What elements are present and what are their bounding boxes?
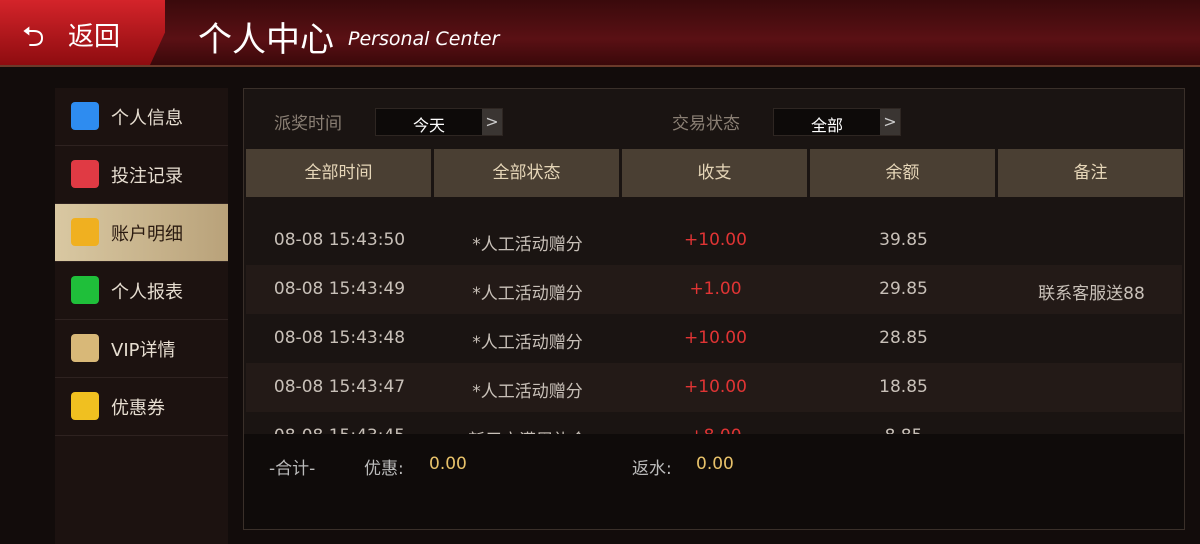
filter-dropdown[interactable]: 全部 >: [773, 108, 901, 136]
table-row: 08-08 15:43:47 *人工活动赠分 +10.00 18.85: [246, 363, 1182, 412]
sidebar-item[interactable]: 个人信息: [55, 88, 228, 146]
sidebar-item[interactable]: VIP详情: [55, 320, 228, 378]
cell-time: 08-08 15:43:47: [273, 377, 406, 397]
sidebar-icon: [71, 334, 99, 362]
page-subtitle: Personal Center: [348, 28, 500, 50]
sidebar-item[interactable]: 投注记录: [55, 146, 228, 204]
dropdown-arrow: >: [482, 109, 502, 135]
sidebar-icon: [71, 218, 99, 246]
discount-label: 优惠:: [364, 459, 404, 479]
sidebar-label: 个人报表: [111, 282, 183, 303]
header: [0, 0, 1200, 67]
cell-time: 08-08 15:43:48: [273, 328, 406, 348]
filter-value: 今天: [412, 116, 445, 135]
filter-value: 全部: [810, 116, 843, 135]
back-button[interactable]: [0, 0, 165, 65]
sidebar-label: 个人信息: [111, 108, 183, 129]
cell-balance: 28.85: [879, 328, 928, 348]
table-row: 08-08 15:43:45新用户满周礼金+8.008.85: [246, 412, 1182, 434]
content-panel: 派奖时间 今天 > 交易状态 全部 > 全部时间 全部状态 收支 余额 备注 08-08 15:4…: [243, 88, 1185, 530]
sidebar-icon: [71, 276, 99, 304]
sidebar-label: VIP详情: [111, 340, 176, 361]
cell-status: *人工活动赠分: [472, 284, 583, 304]
column-header[interactable]: 收支: [622, 149, 807, 197]
cell-time: 08-08 15:43:49: [273, 279, 406, 299]
cell-amount: +10.00: [684, 230, 747, 250]
sidebar-icon: [71, 102, 99, 130]
rebate-label: 返水:: [632, 459, 672, 479]
cell-amount: +10.00: [684, 377, 747, 397]
cell-balance: 8.85: [810, 426, 997, 434]
cell-time: 08-08 15:43:50: [273, 230, 406, 250]
rebate-value: 0.00: [696, 454, 734, 474]
sidebar-label: 优惠券: [111, 398, 165, 419]
back-label[interactable]: 返回: [68, 22, 121, 52]
cell-time: 08-08 15:43:45: [246, 426, 433, 434]
sidebar-item[interactable]: 账户明细: [55, 204, 228, 262]
cell-balance: 18.85: [879, 377, 928, 397]
column-header[interactable]: 全部状态: [434, 149, 619, 197]
back-icon: ⮌: [22, 20, 45, 53]
cell-status: *人工活动赠分: [472, 333, 583, 353]
table-row: 08-08 15:43:50 *人工活动赠分 +10.00 39.85: [246, 216, 1182, 265]
dropdown-arrow: >: [880, 109, 900, 135]
sidebar-item[interactable]: 优惠券: [55, 378, 228, 436]
cell-status: *人工活动赠分: [472, 382, 583, 402]
filter-dropdown[interactable]: 今天 >: [375, 108, 503, 136]
sidebar-label: 投注记录: [111, 166, 183, 187]
table-row: 08-08 15:43:48 *人工活动赠分 +10.00 28.85: [246, 314, 1182, 363]
page-title: 个人中心: [198, 20, 334, 60]
cell-balance: 29.85: [879, 279, 928, 299]
sidebar-icon: [71, 392, 99, 420]
table-body: 08-08 15:43:50 *人工活动赠分 +10.00 39.85 08-08 15…: [246, 213, 1182, 434]
cell-balance: 39.85: [879, 230, 928, 250]
summary: -合计- 优惠: 0.00 返水: 0.00: [244, 434, 1184, 529]
cell-status: 新用户满周礼金: [434, 426, 621, 434]
cell-amount: +10.00: [684, 328, 747, 348]
total-label: -合计-: [269, 459, 316, 479]
column-header[interactable]: 全部时间: [246, 149, 431, 197]
filter-label: 交易状态: [672, 114, 740, 134]
sidebar-icon: [71, 160, 99, 188]
table-row: 08-08 15:43:49 *人工活动赠分 +1.00 29.85 联系客服送88: [246, 265, 1182, 314]
filter-label: 派奖时间: [274, 114, 342, 134]
cell-status: *人工活动赠分: [472, 235, 583, 255]
column-header[interactable]: 备注: [998, 149, 1183, 197]
cell-note: 联系客服送88: [1038, 284, 1145, 304]
sidebar-label: 账户明细: [111, 224, 183, 245]
cell-amount: +8.00: [622, 426, 809, 434]
discount-value: 0.00: [429, 454, 467, 474]
column-header[interactable]: 余额: [810, 149, 995, 197]
cell-amount: +1.00: [689, 279, 742, 299]
sidebar-item[interactable]: 个人报表: [55, 262, 228, 320]
sidebar: 个人信息投注记录账户明细个人报表 VIP详情优惠券: [55, 88, 228, 544]
